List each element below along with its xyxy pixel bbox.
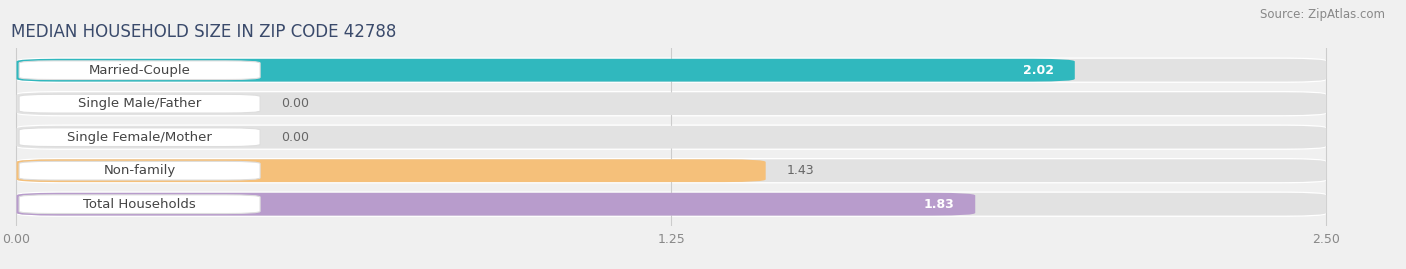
Text: 2.02: 2.02 [1022,64,1054,77]
FancyBboxPatch shape [17,59,1326,82]
FancyBboxPatch shape [17,92,1326,115]
FancyBboxPatch shape [20,195,260,214]
FancyBboxPatch shape [17,126,1326,148]
FancyBboxPatch shape [17,193,1326,215]
Text: Single Female/Mother: Single Female/Mother [67,131,212,144]
Text: Source: ZipAtlas.com: Source: ZipAtlas.com [1260,8,1385,21]
FancyBboxPatch shape [20,161,260,180]
Text: Total Households: Total Households [83,198,195,211]
FancyBboxPatch shape [17,58,1326,83]
FancyBboxPatch shape [17,91,1326,116]
Text: Non-family: Non-family [104,164,176,177]
FancyBboxPatch shape [17,159,1326,182]
FancyBboxPatch shape [20,61,260,80]
FancyBboxPatch shape [17,192,1326,217]
FancyBboxPatch shape [20,94,260,113]
Text: Single Male/Father: Single Male/Father [77,97,201,110]
Text: 1.83: 1.83 [924,198,955,211]
FancyBboxPatch shape [17,59,1074,82]
FancyBboxPatch shape [17,159,766,182]
Text: 1.43: 1.43 [786,164,814,177]
Text: 0.00: 0.00 [281,131,309,144]
FancyBboxPatch shape [17,193,976,215]
Text: 0.00: 0.00 [281,97,309,110]
FancyBboxPatch shape [20,128,260,147]
FancyBboxPatch shape [17,158,1326,183]
Text: Married-Couple: Married-Couple [89,64,191,77]
FancyBboxPatch shape [17,125,1326,150]
Text: MEDIAN HOUSEHOLD SIZE IN ZIP CODE 42788: MEDIAN HOUSEHOLD SIZE IN ZIP CODE 42788 [11,23,396,41]
